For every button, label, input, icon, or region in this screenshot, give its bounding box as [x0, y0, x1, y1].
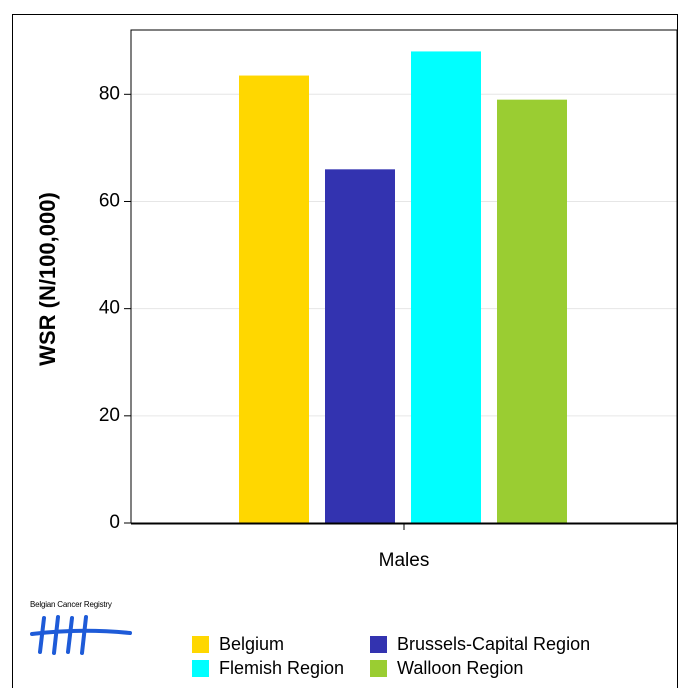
- legend-swatch: [370, 635, 387, 653]
- y-tick-label: 60: [99, 190, 120, 211]
- legend-label: Walloon Region: [397, 657, 524, 678]
- legend-item-flemish: Flemish Region: [192, 657, 370, 679]
- legend-label: Brussels-Capital Region: [397, 633, 591, 654]
- bar-walloon-region: [497, 99, 567, 524]
- legend-label: Flemish Region: [219, 657, 345, 678]
- y-axis-label: WSR (N/100,000): [35, 192, 60, 366]
- bars: [239, 51, 567, 524]
- y-tick-label: 80: [99, 83, 120, 104]
- gridlines: [131, 93, 677, 417]
- legend-item-belgium: Belgium: [192, 633, 370, 655]
- legend-swatch: [192, 659, 209, 677]
- bar-belgium: [239, 75, 309, 523]
- x-category-label: Males: [379, 550, 430, 571]
- y-axis-ticks: 0 20 40 60 80: [99, 83, 131, 533]
- plot-area-border: [130, 29, 678, 524]
- bar-chart: 0 20 40 60 80 WSR (N/100,000) Males: [35, 29, 678, 571]
- legend-label: Belgium: [219, 633, 285, 654]
- legend-item-brussels: Brussels-Capital Region: [370, 633, 630, 655]
- legend-item-walloon: Walloon Region: [370, 657, 630, 679]
- logo-text: Belgian Cancer Registry: [30, 600, 112, 609]
- tally-marks-icon: [30, 615, 132, 655]
- legend-swatch: [370, 659, 387, 677]
- registry-logo: Belgian Cancer Registry: [30, 600, 135, 658]
- y-tick-label: 0: [109, 512, 120, 533]
- legend-swatch: [192, 635, 209, 653]
- y-tick-label: 40: [99, 298, 120, 319]
- bar-flemish-region: [411, 51, 481, 523]
- legend: Belgium Brussels-Capital Region Flemish …: [192, 633, 632, 679]
- bar-brussels-capital-region: [325, 169, 395, 523]
- y-tick-label: 20: [99, 405, 120, 426]
